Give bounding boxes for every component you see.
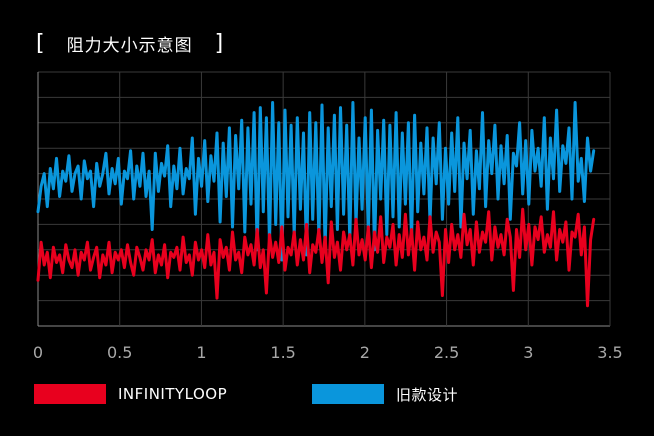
title-open-bracket: [ xyxy=(36,30,45,56)
series-line-infinityloop xyxy=(36,207,596,308)
x-tick-label: 1 xyxy=(196,343,206,362)
series-line-old-design xyxy=(36,101,596,262)
x-tick-label: 1.5 xyxy=(270,343,295,362)
x-tick-label: 0 xyxy=(33,343,43,362)
chart-title: [ 阻力大小示意图 ] xyxy=(36,30,223,56)
x-tick-label: 2.5 xyxy=(434,343,459,362)
legend-swatch-infinityloop xyxy=(34,384,106,404)
legend-item-infinityloop: INFINITYLOOP xyxy=(34,382,227,406)
x-tick-labels: 0 0.5 1 1.5 2 2.5 3 3.5 xyxy=(33,343,623,362)
series-layer xyxy=(36,101,596,308)
x-tick-label: 3.5 xyxy=(597,343,622,362)
legend-label-old-design: 旧款设计 xyxy=(396,385,459,404)
x-tick-label: 3 xyxy=(523,343,533,362)
legend-item-old-design: 旧款设计 xyxy=(312,382,458,406)
title-text: 阻力大小示意图 xyxy=(66,35,193,56)
title-close-bracket: ] xyxy=(214,30,224,56)
x-tick-label: 0.5 xyxy=(107,343,132,362)
legend-label-infinityloop: INFINITYLOOP xyxy=(118,385,228,403)
legend-swatch-old-design xyxy=(312,384,384,404)
x-tick-label: 2 xyxy=(360,343,370,362)
